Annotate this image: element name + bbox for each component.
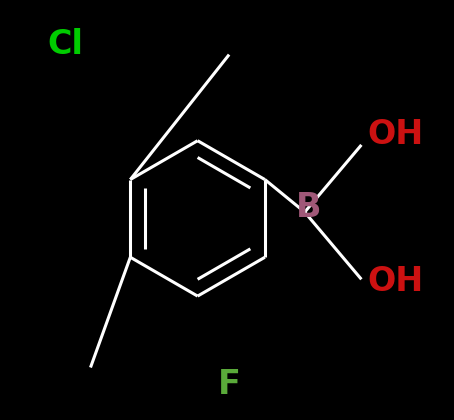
Text: OH: OH <box>368 265 424 298</box>
Text: Cl: Cl <box>47 28 83 60</box>
Text: F: F <box>217 368 241 401</box>
Text: B: B <box>296 192 321 224</box>
Text: OH: OH <box>368 118 424 151</box>
